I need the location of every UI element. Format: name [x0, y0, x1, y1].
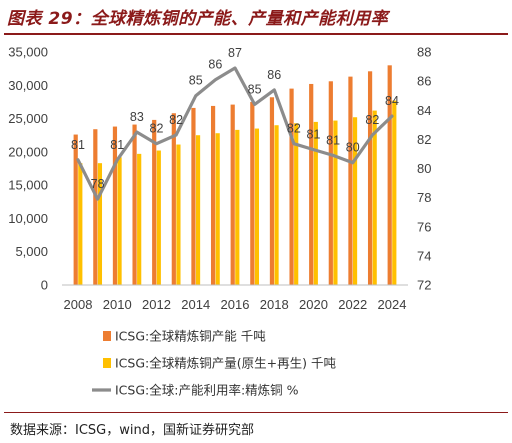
production-bar	[215, 133, 220, 285]
utilization-data-label: 82	[150, 122, 164, 136]
x-tick-label: 2010	[103, 297, 132, 312]
footer-divider	[4, 412, 508, 413]
utilization-data-label: 84	[385, 94, 399, 108]
y-left-tick-label: 20,000	[8, 144, 48, 159]
y-left-tick-label: 5,000	[15, 244, 48, 259]
y-right-tick-label: 78	[417, 190, 431, 205]
production-bar	[352, 117, 358, 286]
capacity-bar	[289, 88, 294, 285]
capacity-bar	[152, 119, 157, 285]
utilization-data-label: 85	[248, 82, 262, 96]
utilization-data-label: 87	[228, 46, 242, 60]
production-bar	[294, 123, 299, 285]
utilization-data-label: 82	[287, 122, 301, 136]
legend-label: ICSG:全球精炼铜产量(原生+再生) 千吨	[115, 356, 336, 371]
y-axis-left: 0 5,000 10,000 15,000 20,000 25,000 30,000 35,0…	[8, 45, 48, 293]
production-bar	[78, 163, 83, 285]
legend-production-swatch	[103, 358, 111, 368]
production-bar	[97, 163, 103, 285]
capacity-bar	[132, 124, 137, 285]
utilization-line	[76, 66, 394, 201]
y-left-tick-label: 30,000	[8, 78, 48, 93]
legend: ICSG:全球精炼铜产能 千吨 ICSG:全球精炼铜产量(原生+再生) 千吨 ICS…	[92, 329, 336, 398]
utilization-data-label: 86	[208, 58, 222, 72]
chart-canvas: 0 5,000 10,000 15,000 20,000 25,000 30,000 35,0…	[8, 45, 431, 398]
x-tick-label: 2008	[64, 297, 93, 312]
utilization-data-label: 81	[326, 133, 340, 147]
production-bar	[117, 157, 122, 285]
y-right-tick-label: 86	[417, 74, 431, 89]
capacity-bar	[73, 134, 78, 285]
utilization-data-label: 85	[189, 74, 203, 88]
x-tick-label: 2016	[221, 297, 250, 312]
legend-label: ICSG:全球:产能利用率:精炼铜 %	[115, 383, 299, 398]
x-tick-label: 2014	[181, 297, 210, 312]
capacity-bar	[112, 126, 118, 285]
data-labels: 81 78 81 83 82 82 85 86 87 85 86 82 81 81 80 82 84	[71, 46, 399, 191]
legend-label: ICSG:全球精炼铜产能 千吨	[115, 329, 266, 344]
capacity-bar	[230, 104, 235, 285]
source-note: 数据来源：ICSG，wind，国新证券研究部	[10, 423, 254, 438]
utilization-data-label: 82	[169, 113, 183, 127]
y-right-tick-label: 76	[417, 219, 431, 234]
capacity-bar	[191, 107, 196, 285]
y-left-tick-label: 25,000	[8, 111, 48, 126]
production-bar	[372, 110, 377, 285]
capacity-bar	[250, 101, 255, 285]
production-bar	[137, 153, 142, 285]
y-right-tick-label: 82	[417, 132, 431, 147]
y-left-tick-label: 10,000	[8, 211, 48, 226]
utilization-data-label: 81	[307, 128, 321, 142]
capacity-bar	[171, 113, 176, 285]
capacity-bar	[348, 76, 353, 285]
capacity-bar	[387, 65, 392, 285]
x-tick-label: 2020	[299, 297, 328, 312]
production-bar	[195, 135, 201, 285]
production-bar	[156, 150, 161, 285]
x-tick-label: 2024	[378, 297, 407, 312]
x-tick-label: 2018	[260, 297, 289, 312]
legend-capacity-swatch	[103, 331, 111, 341]
production-bar	[313, 121, 318, 286]
x-axis: 2008 2010 2012 2014 2016 2018 2020 2022 2024	[64, 297, 407, 312]
production-bar	[176, 144, 181, 285]
utilization-data-label: 83	[130, 110, 144, 124]
y-left-tick-label: 35,000	[8, 45, 48, 60]
x-tick-label: 2022	[338, 297, 367, 312]
capacity-bar	[93, 129, 98, 285]
production-bar	[392, 100, 397, 286]
utilization-data-label: 80	[346, 141, 360, 155]
y-right-tick-label: 88	[417, 45, 431, 60]
capacity-bar	[309, 83, 314, 285]
y-left-tick-label: 15,000	[8, 178, 48, 193]
utilization-data-label: 78	[91, 177, 105, 191]
production-bar	[274, 125, 279, 285]
title-divider	[4, 33, 508, 35]
utilization-data-label: 81	[71, 138, 85, 152]
capacity-bar	[367, 71, 373, 285]
capacity-bar	[210, 105, 216, 286]
utilization-data-label: 81	[110, 138, 124, 152]
y-right-tick-label: 74	[417, 248, 431, 263]
y-axis-right: 72 74 76 78 80 82 84 86 88	[417, 45, 431, 293]
capacity-bar	[269, 97, 275, 285]
utilization-data-label: 82	[365, 113, 379, 127]
chart-title: 图表 29：全球精炼铜的产能、产量和产能利用率	[7, 9, 389, 29]
capacity-bar	[328, 81, 333, 285]
y-left-tick-label: 0	[41, 278, 48, 293]
y-right-tick-label: 72	[417, 278, 431, 293]
x-tick-label: 2012	[142, 297, 171, 312]
bar-series	[73, 65, 397, 286]
production-bar	[254, 128, 260, 285]
y-right-tick-label: 84	[417, 103, 431, 118]
y-right-tick-label: 80	[417, 161, 431, 176]
production-bar	[235, 129, 240, 285]
utilization-data-label: 86	[267, 68, 281, 82]
production-bar	[333, 120, 338, 285]
